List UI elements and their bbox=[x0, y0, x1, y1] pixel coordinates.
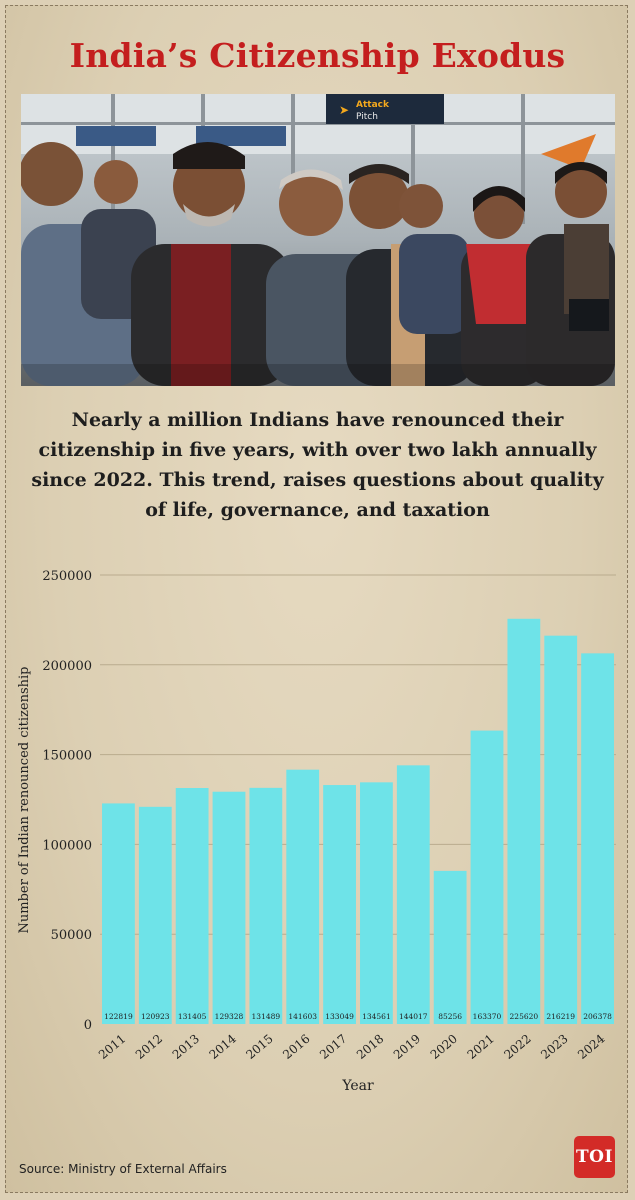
bar bbox=[396, 765, 430, 1024]
crowd-figures bbox=[21, 141, 615, 386]
bar bbox=[175, 787, 209, 1024]
bar bbox=[581, 653, 614, 1024]
bar-value-label: 129328 bbox=[215, 1012, 244, 1021]
page-title: India’s Citizenship Exodus bbox=[69, 36, 566, 75]
x-tick-label: 2017 bbox=[317, 1032, 349, 1062]
bar-value-label: 133049 bbox=[325, 1012, 354, 1021]
y-tick-label: 250000 bbox=[42, 569, 92, 584]
x-tick-label: 2023 bbox=[538, 1032, 570, 1062]
bar-value-label: 225620 bbox=[510, 1012, 539, 1021]
sign-text: Attack bbox=[356, 100, 390, 110]
bar-value-label: 131405 bbox=[178, 1012, 207, 1021]
bar-value-label: 120923 bbox=[141, 1012, 170, 1021]
bar bbox=[470, 730, 504, 1024]
hero-photo: ➤ Attack Pitch bbox=[21, 94, 615, 386]
x-tick-label: 2015 bbox=[243, 1032, 275, 1062]
bar-chart: 0 50000 100000 150000 200000 250000 122819 2011… bbox=[17, 569, 616, 1094]
y-tick-label: 50000 bbox=[51, 928, 92, 943]
bar bbox=[212, 791, 246, 1024]
bar-value-label: 141603 bbox=[288, 1012, 317, 1021]
y-tick-label: 0 bbox=[84, 1018, 92, 1033]
bar bbox=[360, 782, 393, 1024]
x-tick-label: 2016 bbox=[280, 1032, 312, 1062]
bar bbox=[102, 803, 135, 1024]
y-tick-label: 150000 bbox=[42, 749, 92, 764]
y-tick-label: 200000 bbox=[42, 659, 92, 674]
bar-value-label: 131489 bbox=[252, 1012, 281, 1021]
x-axis-title: Year bbox=[341, 1078, 374, 1094]
bar bbox=[249, 787, 283, 1024]
y-axis-title: Number of Indian renounced citizenship bbox=[17, 667, 32, 934]
bar-value-label: 216219 bbox=[546, 1012, 575, 1021]
bar bbox=[544, 635, 578, 1024]
x-tick-label: 2013 bbox=[170, 1032, 202, 1062]
bar-value-label: 85256 bbox=[438, 1012, 462, 1021]
bar-value-label: 144017 bbox=[399, 1012, 428, 1021]
x-tick-label: 2020 bbox=[428, 1032, 460, 1062]
sign-text-2: Pitch bbox=[356, 112, 378, 122]
bar bbox=[433, 870, 467, 1024]
airport-queue-illustration: ➤ Attack Pitch bbox=[21, 94, 615, 386]
bar-value-label: 134561 bbox=[362, 1012, 391, 1021]
x-tick-label: 2022 bbox=[501, 1032, 533, 1062]
y-tick-label: 100000 bbox=[42, 838, 92, 853]
bar-value-label: 122819 bbox=[104, 1012, 133, 1021]
bar bbox=[323, 785, 356, 1024]
bar bbox=[507, 618, 541, 1024]
toi-logo: TOI bbox=[574, 1136, 615, 1178]
x-tick-label: 2011 bbox=[96, 1032, 128, 1062]
x-tick-label: 2021 bbox=[465, 1032, 497, 1062]
x-tick-label: 2012 bbox=[133, 1032, 165, 1062]
x-tick-label: 2024 bbox=[575, 1031, 608, 1062]
bar bbox=[286, 769, 320, 1024]
chart-subtitle: Nearly a million Indians have renounced … bbox=[31, 409, 604, 521]
x-tick-label: 2018 bbox=[354, 1032, 386, 1062]
x-tick-label: 2014 bbox=[207, 1031, 240, 1062]
bar bbox=[138, 806, 172, 1024]
bar-value-label: 206378 bbox=[583, 1012, 612, 1021]
bar-value-label: 163370 bbox=[473, 1012, 502, 1021]
source-note: Source: Ministry of External Affairs bbox=[19, 1162, 227, 1176]
x-tick-label: 2019 bbox=[391, 1032, 423, 1062]
sign-arrow-icon: ➤ bbox=[339, 103, 349, 117]
